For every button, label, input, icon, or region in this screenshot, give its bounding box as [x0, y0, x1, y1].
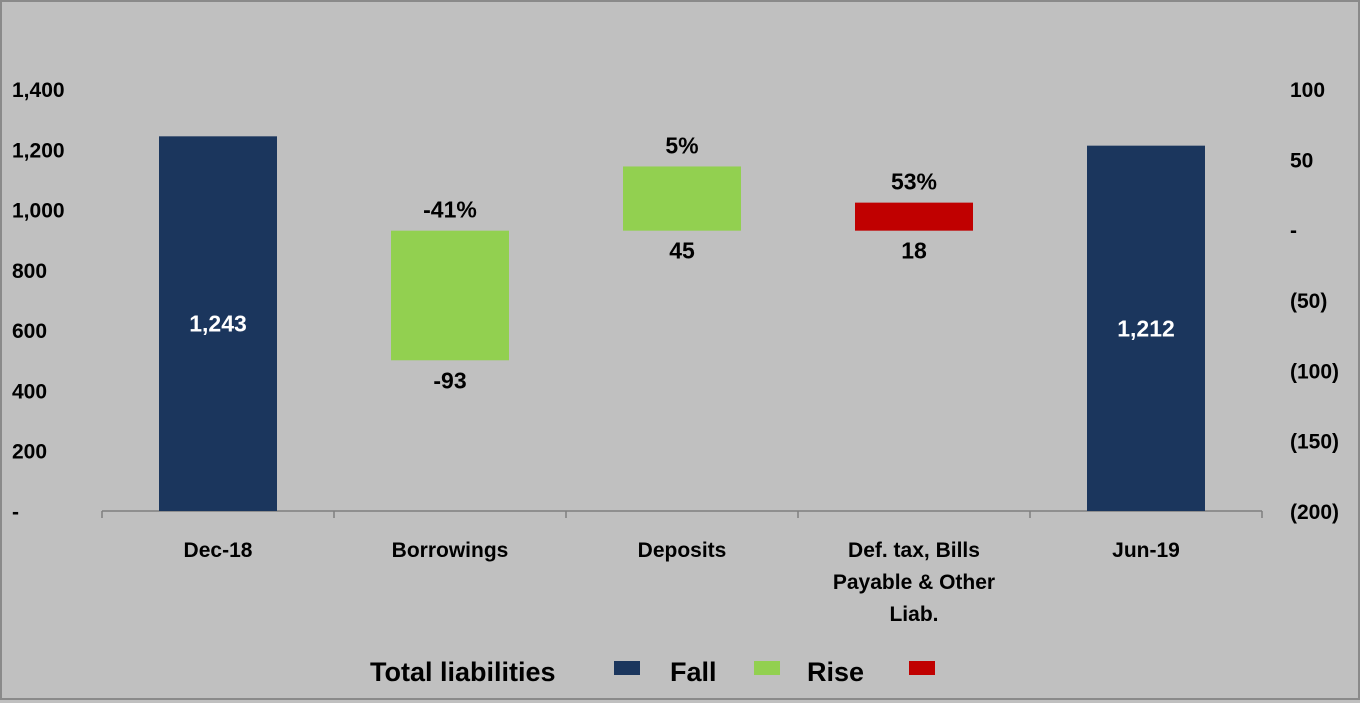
y2-tick-label: (50) [1290, 290, 1327, 313]
y2-tick-label: - [1290, 220, 1297, 243]
y-tick-label: 800 [12, 260, 47, 283]
bar-4 [855, 202, 973, 231]
bar-3 [623, 166, 741, 231]
data-label: -93 [433, 367, 466, 393]
bar-1 [159, 136, 277, 511]
x-tick-label: Liab. [889, 603, 938, 626]
data-label: 1,212 [1117, 315, 1175, 341]
y-tick-label: 1,200 [12, 139, 65, 162]
x-tick-label: Payable & Other [833, 571, 995, 594]
y-tick-label: 1,400 [12, 79, 65, 102]
y-tick-label: - [12, 501, 19, 524]
y-tick-label: 200 [12, 441, 47, 464]
percent-label: -41% [423, 197, 477, 223]
x-tick-label: Deposits [638, 539, 727, 562]
data-label: 18 [901, 238, 927, 264]
y2-tick-label: 50 [1290, 149, 1313, 172]
bar-5 [1087, 145, 1205, 511]
percent-label: 53% [891, 169, 937, 195]
x-tick-label: Dec-18 [184, 539, 253, 562]
legend-label: Total liabilities [370, 657, 556, 687]
y2-tick-label: (200) [1290, 501, 1339, 524]
y-tick-label: 600 [12, 320, 47, 343]
y2-tick-label: 100 [1290, 79, 1325, 102]
y2-tick-label: (100) [1290, 360, 1339, 383]
x-tick-label: Jun-19 [1112, 539, 1180, 562]
data-label: 45 [669, 238, 695, 264]
legend-label: Fall [670, 657, 717, 687]
legend-swatch [614, 661, 640, 675]
x-tick-label: Borrowings [392, 539, 509, 562]
x-tick-label: Def. tax, Bills [848, 539, 980, 562]
y-tick-label: 400 [12, 380, 47, 403]
bar-2 [391, 230, 509, 361]
percent-label: 5% [665, 132, 698, 158]
data-label: 1,243 [189, 311, 247, 337]
legend-swatch [754, 661, 780, 675]
legend-label: Rise [807, 657, 864, 687]
y2-tick-label: (150) [1290, 431, 1339, 454]
legend-swatch [909, 661, 935, 675]
y-tick-label: 1,000 [12, 200, 65, 223]
